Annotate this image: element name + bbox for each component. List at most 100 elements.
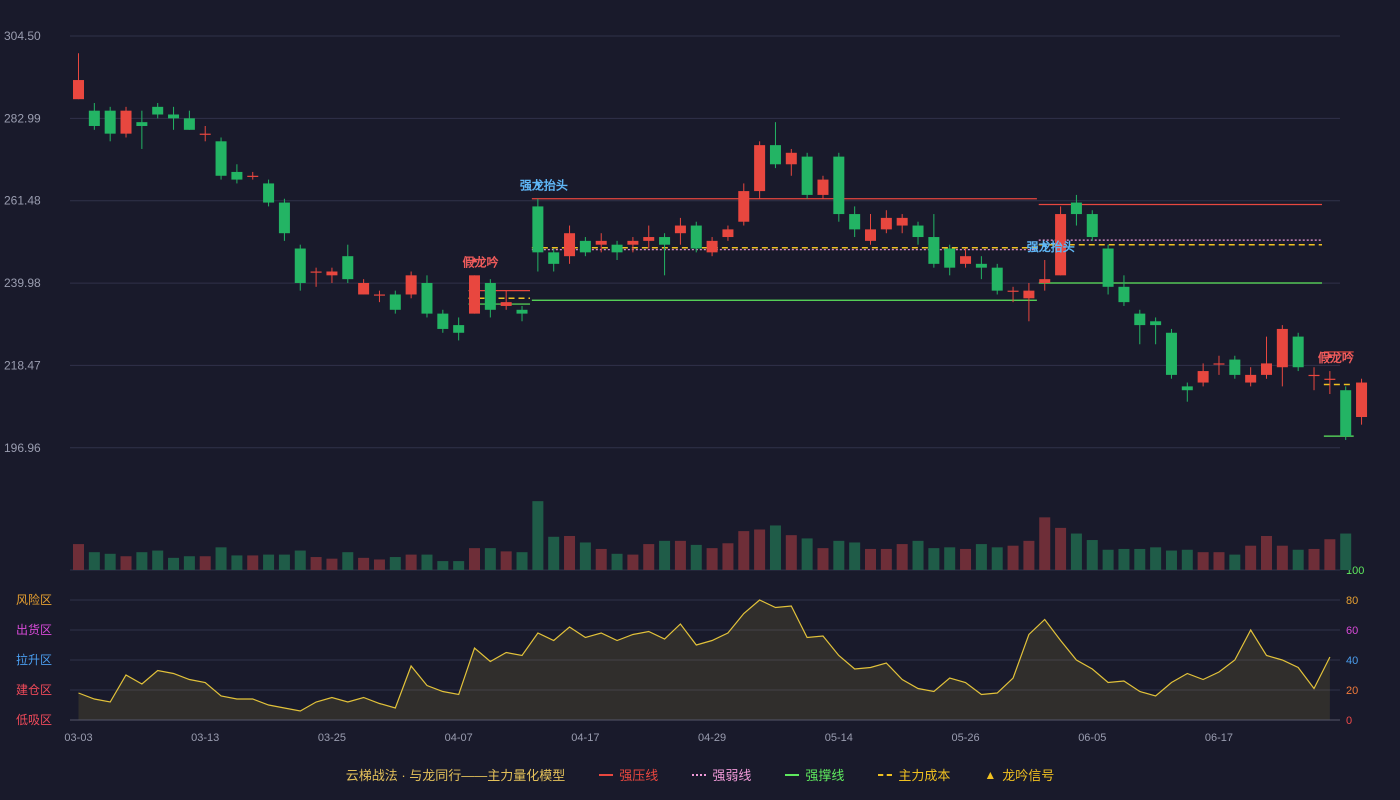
triangle-icon: ▲ — [984, 767, 997, 782]
legend-item-support-line[interactable]: 强撑线 — [785, 765, 844, 784]
candle — [801, 152, 813, 199]
candle — [152, 103, 164, 119]
candle-body — [1118, 286, 1130, 303]
legend-item-weak-line[interactable]: 强弱线 — [692, 765, 751, 784]
candle — [865, 214, 876, 245]
price-tick-label: 196.96 — [4, 441, 41, 455]
candle-body — [437, 313, 449, 329]
candle — [880, 210, 892, 234]
legend-item-resist-line[interactable]: 强压线 — [599, 765, 658, 784]
candle-body — [627, 240, 639, 245]
volume-bar — [326, 558, 338, 570]
indicator-tick-label: 80 — [1346, 595, 1358, 607]
volume-bar — [421, 554, 433, 570]
candle-body — [1213, 363, 1225, 365]
candle — [484, 279, 496, 318]
volume-bar — [152, 550, 164, 570]
candle — [849, 206, 861, 238]
candle-body — [263, 183, 275, 203]
candle-body — [659, 237, 671, 245]
x-tick-label: 03-13 — [191, 732, 219, 744]
candle — [278, 198, 290, 241]
volume-bar — [88, 552, 100, 570]
volume-bar — [1245, 545, 1257, 570]
volume-bar — [1197, 552, 1209, 570]
candle-body — [801, 156, 813, 195]
candle-body — [310, 271, 322, 273]
candle — [136, 110, 148, 149]
candle — [659, 233, 671, 276]
x-tick-label: 04-29 — [698, 732, 726, 744]
candle-body — [1324, 378, 1336, 380]
candle — [421, 275, 433, 318]
volume-bar — [1276, 545, 1288, 570]
signal-label: 假龙吟 — [462, 254, 498, 269]
candle — [120, 106, 132, 138]
volume-bar — [1308, 548, 1320, 570]
candle — [1245, 367, 1257, 387]
candle — [231, 164, 243, 184]
volume-bar — [120, 556, 132, 570]
legend-item-cost-line[interactable]: 主力成本 — [878, 765, 950, 784]
candle-body — [373, 294, 385, 296]
candle — [785, 148, 797, 176]
volume-bar — [944, 547, 956, 570]
candle — [1055, 206, 1067, 276]
candle — [294, 244, 306, 291]
signal-label: 假龙吟 — [1318, 350, 1354, 365]
candle-body — [595, 240, 607, 245]
candle-body — [405, 275, 417, 295]
candle — [928, 214, 940, 268]
volume-bar — [659, 540, 671, 570]
volume-bar — [1165, 550, 1177, 570]
candle-body — [674, 225, 686, 234]
candle-body — [152, 106, 164, 115]
legend-item-dragon-signal[interactable]: ▲ 龙吟信号 — [984, 765, 1054, 784]
candle — [754, 141, 766, 199]
candle — [1229, 355, 1241, 379]
indicator-line — [78, 599, 1331, 712]
candle — [564, 225, 576, 264]
candle-body — [785, 152, 797, 165]
candle — [215, 137, 227, 180]
volume-bars — [73, 501, 1352, 570]
volume-bar — [722, 543, 734, 570]
candle — [326, 267, 338, 283]
indicator-tick-label: 60 — [1346, 625, 1358, 637]
candle — [991, 263, 1003, 295]
candle — [1292, 332, 1304, 372]
volume-bar — [991, 547, 1003, 570]
price-tick-label: 239.98 — [4, 276, 41, 290]
candle — [690, 221, 702, 253]
legend-support-swatch — [785, 773, 800, 776]
candle — [706, 237, 718, 257]
signal-triangle-icon — [471, 257, 478, 263]
legend-weak-label: 强弱线 — [712, 768, 752, 783]
volume-bar — [1086, 540, 1098, 570]
volume-bar — [1150, 547, 1162, 570]
candle-body — [136, 122, 148, 126]
zone-label: 出货区 — [16, 622, 52, 637]
candle — [817, 175, 829, 199]
candle-body — [389, 294, 401, 310]
volume-bar — [373, 559, 385, 570]
candle-body — [928, 237, 940, 264]
legend-weak-swatch — [692, 773, 707, 776]
volume-bar — [247, 555, 259, 570]
volume-bar — [389, 557, 401, 570]
volume-bar — [1118, 548, 1130, 570]
candle-body — [865, 229, 876, 241]
candle — [912, 221, 924, 245]
candle — [1213, 355, 1225, 375]
volume-bar — [548, 536, 560, 570]
x-tick-label: 05-14 — [825, 732, 853, 744]
candle-body — [912, 225, 924, 238]
zone-label: 建仓区 — [16, 683, 52, 697]
candle-body — [1070, 202, 1082, 215]
volume-bar — [1102, 549, 1114, 570]
volume-bar — [168, 557, 180, 570]
candle-body — [579, 240, 591, 253]
candle — [247, 171, 259, 180]
candle-body — [896, 217, 908, 226]
